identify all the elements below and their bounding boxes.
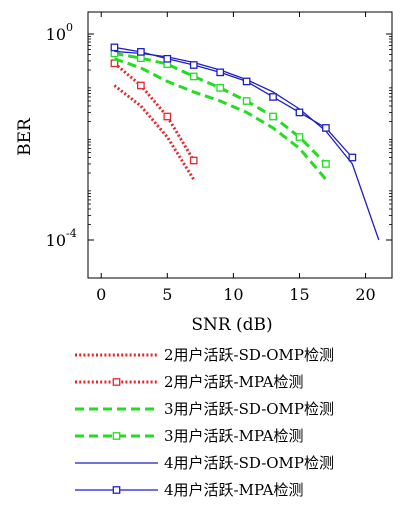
legend-item-3: 3用户活跃-SD-OMP检测 (75, 400, 334, 418)
data-point (189, 61, 198, 69)
data-point (137, 81, 145, 90)
series-3 (113, 57, 328, 181)
data-point (242, 97, 251, 105)
legend-marker (112, 486, 121, 494)
data-point (242, 77, 251, 86)
series-line (114, 46, 353, 158)
series-line (113, 57, 328, 181)
data-point (295, 108, 304, 117)
legend-marker (112, 378, 121, 386)
plot-area (110, 43, 380, 241)
legend-label: 3用户活跃-SD-OMP检测 (164, 400, 334, 418)
series-1 (113, 84, 195, 181)
plot-frame (87, 11, 393, 279)
series-line (114, 51, 327, 165)
x-tick-label: 15 (289, 285, 309, 304)
legend-item-5: 4用户活跃-SD-OMP检测 (75, 454, 334, 472)
y-tick-exponent: 0 (66, 21, 73, 34)
y-tick-label: 10 (46, 231, 66, 250)
x-tick-label: 10 (223, 285, 243, 304)
legend-marker (112, 432, 121, 440)
x-tick-label: 5 (162, 285, 172, 304)
series-2 (110, 59, 198, 165)
data-point (189, 156, 198, 165)
data-point (137, 54, 145, 62)
legend-label: 2用户活跃-SD-OMP检测 (164, 346, 334, 364)
data-point (269, 93, 277, 101)
legend-label: 2用户活跃-MPA检测 (164, 373, 304, 391)
legend-label: 4用户活跃-SD-OMP检测 (164, 454, 334, 472)
data-point (137, 48, 145, 56)
data-point (322, 124, 330, 132)
data-point (322, 160, 330, 168)
series-line (113, 62, 195, 162)
legend-item-6: 4用户活跃-MPA检测 (75, 481, 304, 499)
legend-item-1: 2用户活跃-SD-OMP检测 (75, 346, 334, 364)
x-tick-label: 0 (96, 285, 106, 304)
series-4 (110, 49, 330, 168)
x-tick-label: 20 (355, 285, 375, 304)
data-point (110, 43, 119, 52)
legend-item-4: 3用户活跃-MPA检测 (75, 427, 304, 445)
series-line (113, 84, 195, 181)
plot-axes (87, 11, 393, 279)
data-point (163, 112, 172, 121)
legend-label: 4用户活跃-MPA检测 (164, 481, 304, 499)
data-point (348, 153, 357, 162)
data-point (216, 68, 225, 77)
data-point (269, 112, 277, 121)
y-axis-label: BER (15, 117, 35, 156)
data-point (163, 54, 172, 63)
data-point (216, 84, 225, 92)
y-tick-exponent: -4 (66, 227, 77, 240)
legend-item-2: 2用户活跃-MPA检测 (75, 373, 304, 391)
y-tick-label: 10 (46, 25, 66, 44)
data-point (189, 72, 198, 81)
legend: 2用户活跃-SD-OMP检测 2用户活跃-MPA检测 3用户活跃-SD-OMP检测 3… (75, 346, 334, 499)
data-point (295, 133, 304, 141)
legend-label: 3用户活跃-MPA检测 (164, 427, 304, 445)
series-6 (110, 43, 357, 162)
x-axis-label: SNR (dB) (191, 315, 272, 335)
